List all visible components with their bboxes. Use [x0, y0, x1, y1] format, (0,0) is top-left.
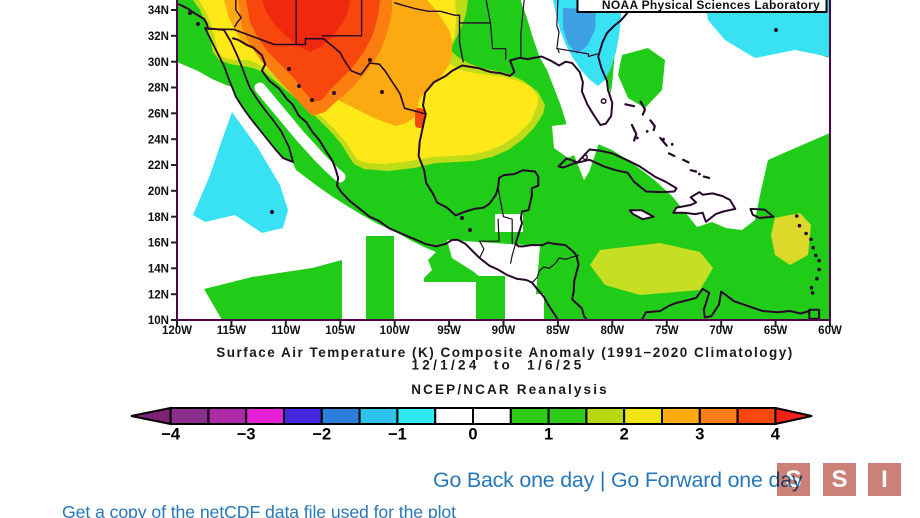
svg-text:10N: 10N — [148, 315, 169, 327]
svg-text:120W: 120W — [162, 325, 192, 337]
svg-text:14N: 14N — [148, 264, 169, 276]
svg-text:12N: 12N — [148, 289, 169, 301]
svg-text:16N: 16N — [148, 238, 169, 250]
svg-text:90W: 90W — [492, 325, 516, 337]
svg-text:−2: −2 — [312, 426, 331, 444]
svg-text:110W: 110W — [271, 325, 301, 337]
svg-text:−3: −3 — [237, 426, 256, 444]
svg-text:60W: 60W — [818, 325, 842, 337]
svg-text:80W: 80W — [600, 325, 624, 337]
svg-text:12/1/24 to 1/6/25: 12/1/24 to 1/6/25 — [411, 358, 584, 373]
svg-text:2: 2 — [620, 426, 629, 444]
svg-text:NCEP/NCAR Reanalysis: NCEP/NCAR Reanalysis — [411, 382, 609, 397]
svg-text:105W: 105W — [325, 325, 355, 337]
svg-text:32N: 32N — [148, 31, 169, 43]
svg-text:3: 3 — [695, 426, 704, 444]
svg-text:26N: 26N — [148, 109, 169, 121]
svg-text:70W: 70W — [709, 325, 733, 337]
svg-text:34N: 34N — [148, 5, 169, 17]
svg-text:85W: 85W — [546, 325, 570, 337]
svg-text:18N: 18N — [148, 212, 169, 224]
svg-text:115W: 115W — [217, 325, 247, 337]
svg-text:65W: 65W — [764, 325, 788, 337]
svg-text:24N: 24N — [148, 134, 169, 146]
svg-text:28N: 28N — [148, 83, 169, 95]
svg-text:−1: −1 — [388, 426, 407, 444]
svg-text:NOAA Physical Sciences Laborat: NOAA Physical Sciences Laboratory — [602, 0, 820, 12]
svg-text:22N: 22N — [148, 160, 169, 172]
svg-text:−4: −4 — [161, 426, 181, 444]
svg-text:20N: 20N — [148, 186, 169, 198]
svg-text:30N: 30N — [148, 57, 169, 69]
svg-text:4: 4 — [771, 426, 781, 444]
svg-text:95W: 95W — [437, 325, 461, 337]
svg-text:75W: 75W — [655, 325, 679, 337]
svg-text:0: 0 — [468, 426, 477, 444]
svg-text:1: 1 — [544, 426, 553, 444]
svg-text:100W: 100W — [380, 325, 410, 337]
svg-text:Surface Air Temperature (K) Co: Surface Air Temperature (K) Composite An… — [216, 345, 794, 360]
